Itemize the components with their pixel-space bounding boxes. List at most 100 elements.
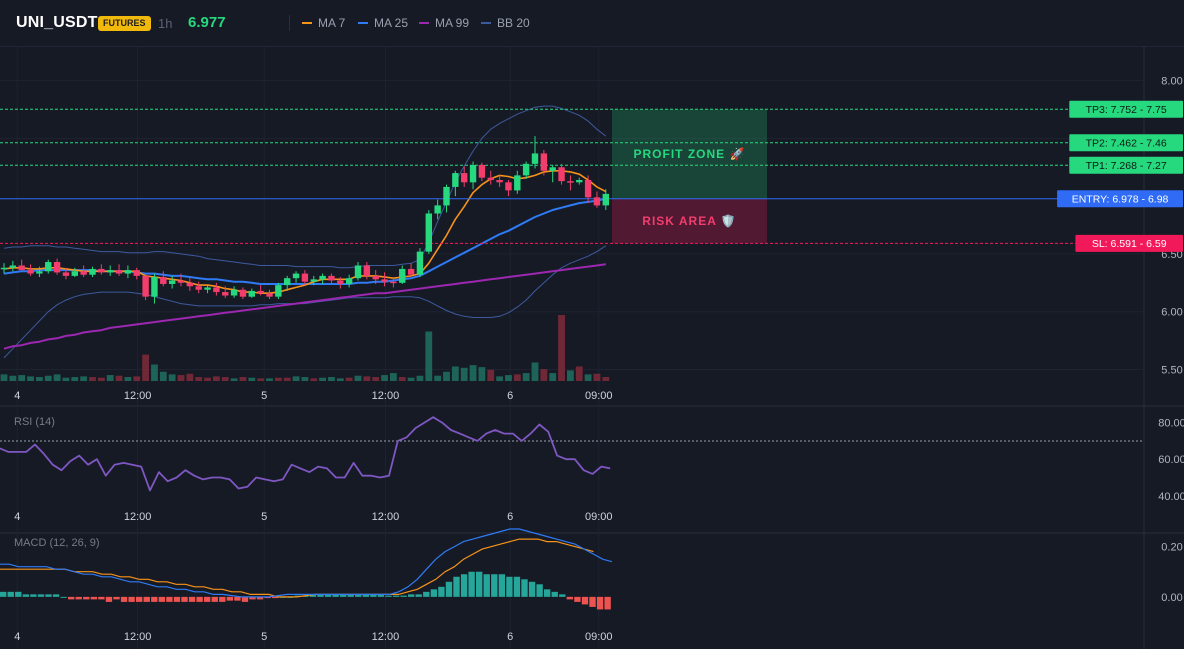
macd-histogram-bar — [536, 584, 543, 597]
rsi-line — [0, 416, 611, 492]
candle-body — [160, 277, 167, 284]
candle-body — [469, 164, 477, 183]
volume-bar — [407, 377, 415, 381]
macd-title: MACD (12, 26, 9) — [14, 537, 100, 549]
main-time-label: 6 — [507, 390, 513, 402]
rsi-time-label: 6 — [507, 511, 513, 523]
candle-body — [151, 277, 158, 297]
legend-ma99[interactable]: MA 99 — [419, 16, 469, 30]
candle-body — [452, 173, 459, 187]
macd-histogram-bar — [52, 594, 60, 597]
macd-histogram-bar — [453, 576, 460, 597]
volume-bar — [106, 375, 114, 381]
candle-body — [390, 281, 397, 284]
candle-body — [248, 290, 255, 297]
volume-bar — [345, 377, 353, 381]
macd-time-label: 09:00 — [585, 631, 613, 643]
macd-histogram-bar — [430, 589, 438, 597]
tp1-price-tag-text: TP1: 7.268 - 7.27 — [1086, 160, 1167, 172]
macd-histogram-bar — [219, 596, 226, 602]
entry-price-tag — [1057, 190, 1183, 208]
candle-body — [45, 262, 52, 272]
price-tick-label: 6.00 — [1161, 307, 1182, 319]
volume-bar — [27, 376, 34, 381]
volume-bar — [195, 377, 203, 381]
macd-time-label: 6 — [507, 631, 513, 643]
macd-signal-line — [0, 538, 594, 598]
candle-body — [363, 265, 371, 276]
candle-body — [558, 167, 565, 182]
macd-histogram-bar — [204, 596, 211, 602]
volume-bar — [230, 378, 238, 381]
legend-bb20[interactable]: BB 20 — [481, 16, 530, 30]
candle-body — [133, 270, 140, 276]
volume-bar — [531, 362, 539, 381]
bollinger-bands — [3, 105, 607, 359]
macd-histogram-bar — [158, 596, 166, 602]
volume-bar — [381, 375, 388, 381]
timeframe-label[interactable]: 1h — [158, 16, 173, 31]
macd-histogram-bar — [196, 596, 203, 602]
macd-histogram-bar — [30, 594, 37, 597]
volume-bar — [416, 375, 424, 381]
candle-body — [53, 262, 61, 273]
macd-time-label: 12:00 — [124, 631, 152, 643]
candle-body — [593, 197, 601, 206]
volume-bar — [398, 377, 406, 381]
candle-body — [9, 265, 17, 268]
axes: 8.007.506.506.005.50412:00512:00609:0041… — [14, 76, 1182, 643]
bb-upper-line — [3, 105, 607, 269]
candle-body — [514, 175, 521, 191]
candle-body — [496, 180, 503, 183]
macd-histogram-bar — [173, 596, 181, 602]
rsi-time-label: 12:00 — [372, 511, 400, 523]
symbol-title[interactable]: UNI_USDT — [16, 14, 98, 31]
macd-histogram-bar — [566, 596, 574, 600]
macd-histogram-bar — [544, 589, 551, 597]
macd-histogram-bar — [596, 596, 604, 610]
candle-body — [576, 180, 583, 183]
candle-body — [80, 271, 87, 275]
volume-bar — [18, 375, 26, 381]
volume-bar — [80, 376, 88, 381]
candle-body — [275, 285, 282, 297]
candle-body — [584, 180, 592, 198]
candle-body — [328, 275, 335, 281]
macd-histogram-bar — [22, 594, 30, 597]
volume-bar — [239, 377, 247, 381]
macd-histogram-bar — [188, 596, 196, 602]
macd-histogram-bar — [317, 594, 324, 597]
candle-body — [257, 290, 264, 294]
macd-histogram-bar — [75, 596, 82, 600]
macd-histogram-bar — [272, 596, 279, 599]
volume-bar — [248, 377, 256, 381]
candle-body — [195, 286, 202, 290]
legend-ma7-label: MA 7 — [318, 16, 346, 30]
sl-price-tag — [1075, 234, 1183, 252]
macd-histogram-bar — [241, 596, 249, 602]
macd-histogram-bar — [234, 596, 241, 601]
header-separator — [0, 46, 1184, 47]
last-price: 6.977 — [188, 14, 226, 31]
volume-bar — [575, 366, 583, 381]
rsi-time-label: 5 — [261, 511, 267, 523]
volume-bar — [274, 377, 282, 381]
trade-zones: PROFIT ZONE 🚀 RISK AREA 🛡️ — [612, 109, 767, 244]
volume-bar — [425, 331, 433, 381]
macd-histogram-bar — [355, 594, 362, 597]
candle-body — [434, 205, 441, 214]
futures-badge: FUTURES — [98, 16, 151, 31]
rsi-tick-label: 40.00 — [1158, 491, 1184, 503]
candle-body — [292, 273, 300, 279]
candle-body — [284, 278, 291, 286]
rsi-time-label: 12:00 — [124, 511, 152, 523]
macd-line — [0, 528, 613, 598]
volume-bar — [36, 377, 43, 381]
candle-body — [204, 287, 211, 290]
macd-histogram-bar — [423, 591, 430, 597]
legend-ma7[interactable]: MA 7 — [302, 16, 345, 30]
macd-histogram-bar — [438, 586, 445, 597]
legend-ma25[interactable]: MA 25 — [358, 16, 408, 30]
macd-histogram-bar — [151, 596, 158, 602]
